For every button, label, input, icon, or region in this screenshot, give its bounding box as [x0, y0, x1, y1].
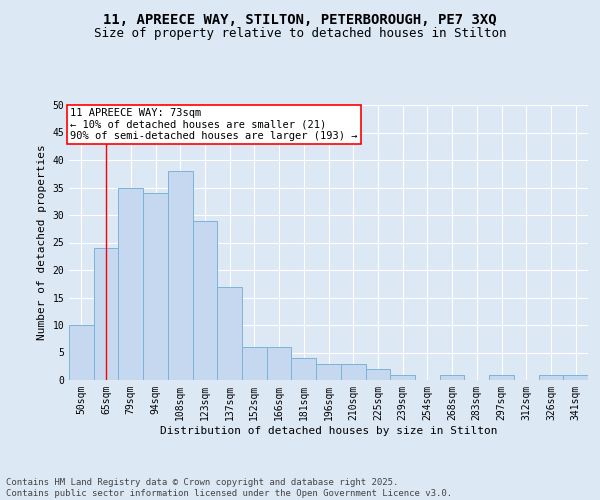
Bar: [292, 358, 316, 380]
Text: Contains HM Land Registry data © Crown copyright and database right 2025.
Contai: Contains HM Land Registry data © Crown c…: [6, 478, 452, 498]
Bar: [69, 325, 94, 380]
Bar: [365, 369, 390, 380]
Bar: [118, 188, 143, 380]
Bar: [341, 364, 365, 380]
Bar: [217, 286, 242, 380]
Bar: [267, 347, 292, 380]
Bar: [390, 374, 415, 380]
Bar: [143, 193, 168, 380]
Bar: [440, 374, 464, 380]
Bar: [168, 171, 193, 380]
Bar: [316, 364, 341, 380]
Y-axis label: Number of detached properties: Number of detached properties: [37, 144, 47, 340]
Text: 11, APREECE WAY, STILTON, PETERBOROUGH, PE7 3XQ: 11, APREECE WAY, STILTON, PETERBOROUGH, …: [103, 12, 497, 26]
Text: Size of property relative to detached houses in Stilton: Size of property relative to detached ho…: [94, 28, 506, 40]
Bar: [539, 374, 563, 380]
Text: 11 APREECE WAY: 73sqm
← 10% of detached houses are smaller (21)
90% of semi-deta: 11 APREECE WAY: 73sqm ← 10% of detached …: [70, 108, 358, 141]
Bar: [242, 347, 267, 380]
Bar: [193, 220, 217, 380]
Bar: [489, 374, 514, 380]
Bar: [94, 248, 118, 380]
X-axis label: Distribution of detached houses by size in Stilton: Distribution of detached houses by size …: [160, 426, 497, 436]
Bar: [563, 374, 588, 380]
